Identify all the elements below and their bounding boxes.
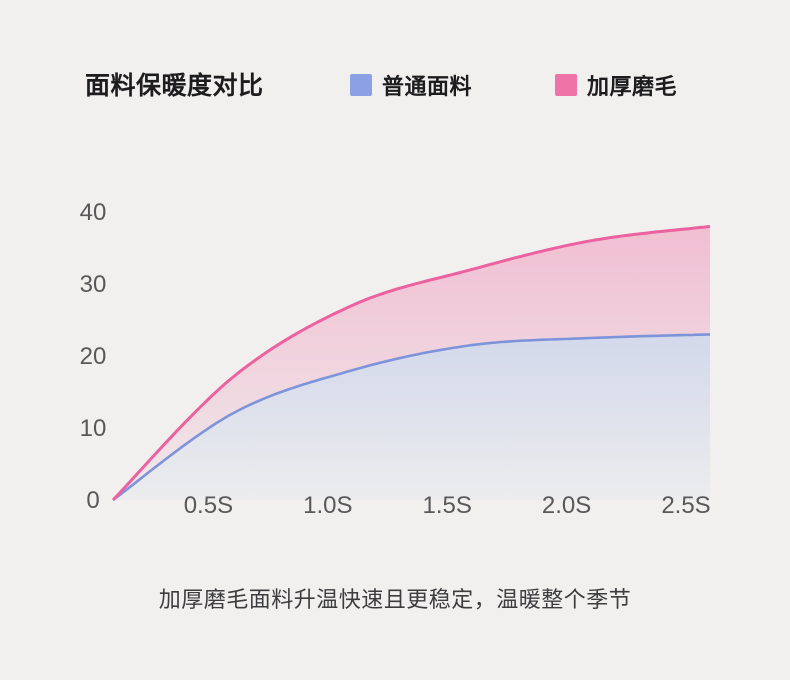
ordinary-fabric-line xyxy=(112,333,711,502)
legend-label-thick-brushed: 加厚磨毛 xyxy=(587,74,678,99)
x-axis-label: 0.5S xyxy=(183,492,234,519)
chart-caption: 加厚磨毛面料升温快速且更稳定，温暖整个季节 xyxy=(158,587,632,612)
ordinary-fabric-area-fill xyxy=(113,334,710,500)
y-axis-label: 30 xyxy=(79,271,107,298)
legend-swatch-blue xyxy=(350,74,372,96)
x-axis-label: 2.5S xyxy=(661,492,711,519)
warmth-comparison-chart: 40 30 20 10 0 0.5S 1.0S 1.5S 2.0S 2.5S xyxy=(79,199,711,519)
thick-brushed-area-fill xyxy=(113,226,710,500)
x-axis-label: 1.5S xyxy=(422,492,472,519)
thick-brushed-line xyxy=(111,224,711,502)
y-axis-label: 20 xyxy=(79,343,107,370)
x-axis-label: 2.0S xyxy=(541,492,592,519)
chart-canvas xyxy=(111,224,711,502)
legend-label-ordinary-fabric: 普通面料 xyxy=(382,74,473,99)
y-axis-label: 10 xyxy=(79,415,107,442)
legend-swatch-pink xyxy=(555,74,577,96)
y-axis-label: 40 xyxy=(79,199,107,226)
legend-item-ordinary-fabric: 普通面料 xyxy=(350,69,472,101)
y-axis-label: 0 xyxy=(86,487,100,514)
page-title: 面料保暖度对比 xyxy=(85,72,264,100)
legend-item-thick-brushed: 加厚磨毛 xyxy=(555,69,677,101)
x-axis-label: 1.0S xyxy=(303,492,353,519)
